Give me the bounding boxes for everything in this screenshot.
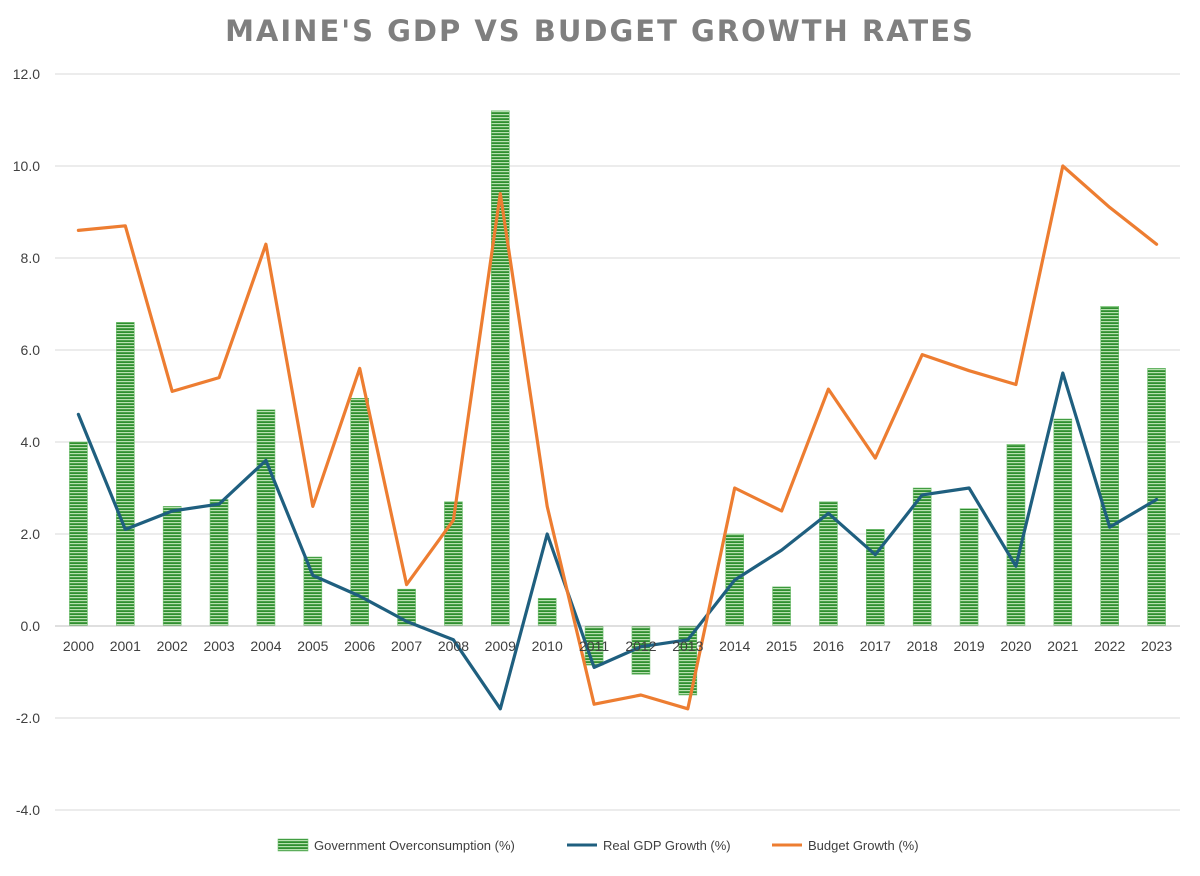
x-tick-label: 2021: [1047, 638, 1078, 654]
x-tick-label: 2020: [1000, 638, 1031, 654]
legend-label: Real GDP Growth (%): [603, 838, 731, 853]
x-tick-label: 2010: [532, 638, 563, 654]
bar: [1100, 305, 1119, 627]
x-tick-label: 2018: [907, 638, 938, 654]
x-tick-label: 2013: [672, 638, 703, 654]
y-tick-label: 2.0: [21, 526, 41, 542]
x-tick-label: 2015: [766, 638, 797, 654]
bar: [491, 110, 510, 627]
y-tick-label: -2.0: [16, 710, 40, 726]
series-line: [76, 371, 1159, 711]
bar: [256, 409, 276, 627]
y-tick-label: 4.0: [21, 434, 41, 450]
x-tick-label: 2007: [391, 638, 422, 654]
y-tick-label: 8.0: [21, 250, 41, 266]
x-tick-label: 2003: [203, 638, 234, 654]
line-series: [76, 164, 1159, 711]
bar-series: [55, 110, 1180, 696]
legend-swatch-bar: [277, 838, 309, 852]
bar: [162, 506, 182, 627]
x-tick-label: 2022: [1094, 638, 1125, 654]
x-tick-label: 2017: [860, 638, 891, 654]
y-axis-ticks: 12.0 10.0 8.0 6.0 4.0 2.0 0.0 -2.0 -4.0: [13, 66, 40, 818]
bar: [1147, 368, 1166, 627]
x-tick-label: 2014: [719, 638, 750, 654]
bar: [303, 556, 323, 627]
x-tick-label: 2004: [250, 638, 281, 654]
bar: [537, 598, 557, 627]
x-tick-label: 2019: [953, 638, 984, 654]
x-tick-label: 2012: [625, 638, 656, 654]
bar: [1053, 418, 1073, 627]
series-line: [76, 164, 1159, 711]
x-tick-label: 2006: [344, 638, 375, 654]
y-tick-label: -4.0: [16, 802, 40, 818]
bar: [912, 487, 932, 627]
x-tick-label: 2011: [579, 638, 609, 654]
bar: [959, 508, 979, 627]
x-tick-label: 2001: [110, 638, 141, 654]
x-tick-label: 2023: [1141, 638, 1172, 654]
bar: [772, 586, 791, 627]
x-tick-label: 2009: [485, 638, 516, 654]
bar: [116, 322, 135, 627]
bar: [209, 499, 229, 627]
y-tick-label: 6.0: [21, 342, 41, 358]
x-tick-label: 2008: [438, 638, 469, 654]
legend-label: Budget Growth (%): [808, 838, 919, 853]
x-tick-label: 2000: [63, 638, 94, 654]
y-tick-label: 0.0: [21, 618, 41, 634]
y-tick-label: 10.0: [13, 158, 40, 174]
x-tick-label: 2005: [297, 638, 328, 654]
legend-label: Government Overconsumption (%): [314, 838, 515, 853]
legend: Government Overconsumption (%) Real GDP G…: [277, 838, 919, 853]
chart-title: MAINE'S GDP VS BUDGET GROWTH RATES: [225, 14, 975, 48]
x-axis-ticks: 2000 2001 2002 2003 2004 2005 2006 2007 2008 2009…: [63, 638, 1172, 654]
x-tick-label: 2016: [813, 638, 844, 654]
x-tick-label: 2002: [157, 638, 188, 654]
bar: [69, 441, 88, 627]
y-tick-label: 12.0: [13, 66, 40, 82]
bar: [866, 529, 885, 627]
